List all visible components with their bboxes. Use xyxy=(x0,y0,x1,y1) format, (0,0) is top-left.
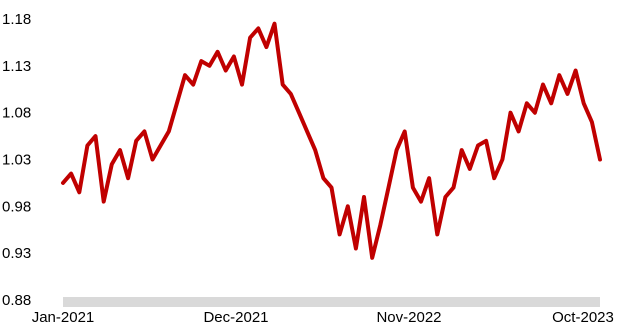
y-tick-label: 0.93 xyxy=(2,245,31,262)
y-tick-label: 1.03 xyxy=(2,152,31,169)
series-line xyxy=(61,21,602,260)
x-tick-label: Oct-2023 xyxy=(552,309,614,326)
x-axis-tick-labels: Jan-2021 Dec-2021 Nov-2022 Oct-2023 xyxy=(32,309,614,326)
y-tick-label: 0.98 xyxy=(2,198,31,215)
x-tick-label: Jan-2021 xyxy=(32,309,95,326)
x-axis-band xyxy=(63,297,600,307)
y-tick-label: 0.88 xyxy=(2,292,31,309)
y-tick-label: 1.18 xyxy=(2,11,31,28)
x-tick-label: Nov-2022 xyxy=(376,309,441,326)
y-tick-label: 1.13 xyxy=(2,58,31,75)
y-tick-label: 1.08 xyxy=(2,105,31,122)
x-tick-label: Dec-2021 xyxy=(203,309,268,326)
y-axis-tick-labels: 1.18 1.13 1.08 1.03 0.98 0.93 0.88 xyxy=(2,11,31,309)
